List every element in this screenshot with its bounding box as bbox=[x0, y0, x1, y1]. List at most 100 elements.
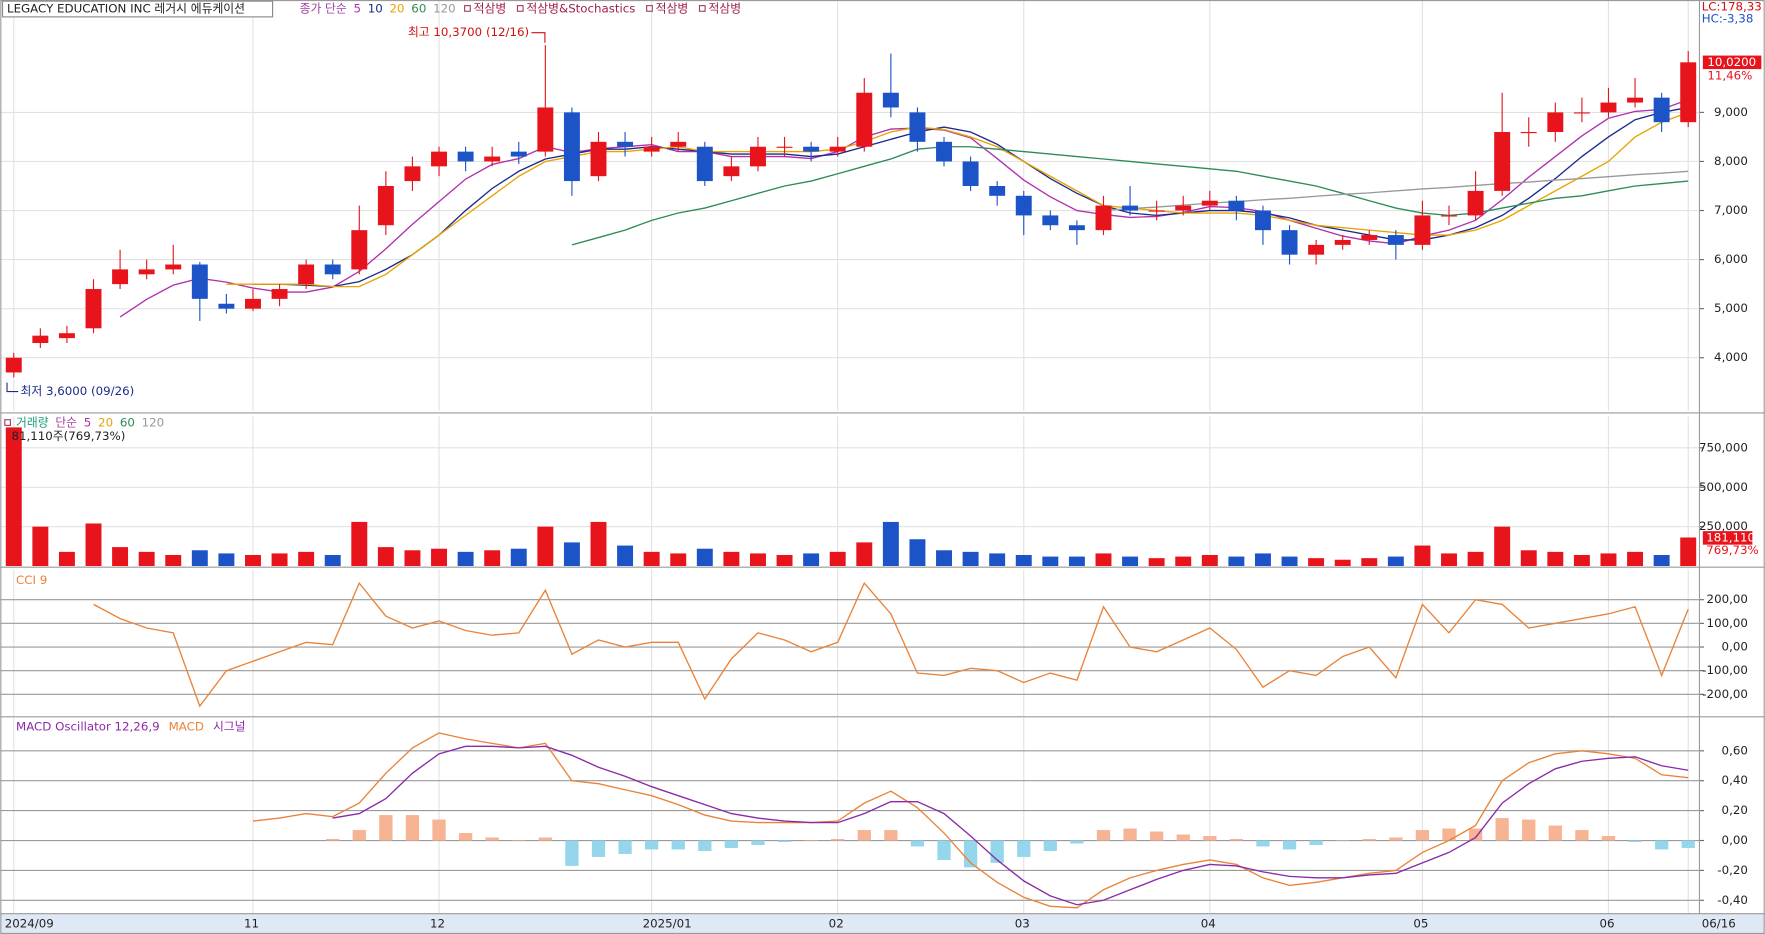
y-tick-label: 6,000 bbox=[1714, 252, 1748, 266]
candle-body bbox=[749, 146, 766, 167]
legend-item: 시그널 bbox=[213, 719, 246, 733]
y-tick-label: 0,00 bbox=[1722, 833, 1748, 847]
candle-body bbox=[58, 333, 75, 339]
volume-bar bbox=[803, 553, 820, 567]
candle-body bbox=[1680, 62, 1697, 123]
candle-body bbox=[85, 289, 102, 329]
hc-label: HC:-3,38 bbox=[1702, 12, 1754, 26]
volume-bar bbox=[1334, 559, 1351, 567]
chart-title: LEGACY EDUCATION INC 레거시 에듀케이션 bbox=[7, 2, 245, 16]
candle-body bbox=[112, 269, 129, 285]
oscillator-bar bbox=[777, 840, 792, 843]
low-arrow bbox=[6, 382, 19, 393]
volume-bar bbox=[377, 547, 394, 567]
y-tick-label: 0,00 bbox=[1722, 640, 1748, 654]
volume-bar bbox=[457, 551, 474, 567]
oscillator-bar bbox=[1123, 828, 1137, 841]
low-annotation: 최저 3,6000 (09/26) bbox=[21, 384, 135, 398]
legend-item: 5 bbox=[354, 2, 362, 16]
legend-item: 거래량 bbox=[16, 416, 49, 430]
candle-body bbox=[404, 166, 421, 182]
volume-bar bbox=[1228, 556, 1245, 567]
volume-bar bbox=[32, 526, 49, 567]
oscillator-bar bbox=[1309, 840, 1323, 845]
volume-header: 81,110주(769,73%) bbox=[12, 429, 126, 443]
oscillator-bar bbox=[884, 830, 898, 841]
candle-body bbox=[1148, 210, 1165, 212]
oscillator-bar bbox=[1017, 840, 1031, 857]
candle-body bbox=[1653, 97, 1670, 123]
macd-title: MACD Oscillator 12,26,9 bbox=[16, 719, 160, 733]
candle-body bbox=[962, 161, 979, 186]
candle-body bbox=[563, 112, 580, 182]
y-tick-label: 8,000 bbox=[1714, 154, 1748, 168]
volume-bar bbox=[191, 550, 208, 567]
candle-body bbox=[1627, 97, 1644, 103]
oscillator-bar bbox=[1468, 828, 1483, 841]
volume-change-label: 769,73% bbox=[1706, 543, 1759, 557]
oscillator-bar bbox=[1362, 839, 1376, 841]
volume-bar bbox=[882, 521, 899, 567]
x-tick-label: 06 bbox=[1599, 916, 1614, 930]
volume-bar bbox=[1361, 558, 1378, 567]
oscillator-bar bbox=[751, 840, 765, 845]
candle-body bbox=[32, 335, 49, 344]
volume-bar bbox=[271, 553, 288, 567]
oscillator-bar bbox=[458, 833, 473, 841]
candle-body bbox=[298, 264, 315, 285]
x-tick-label: 02 bbox=[829, 916, 844, 930]
x-axis-band bbox=[0, 913, 1765, 934]
volume-bar bbox=[1467, 551, 1484, 567]
volume-bar bbox=[1573, 554, 1590, 567]
oscillator-bar bbox=[591, 840, 606, 857]
candle-body bbox=[191, 264, 208, 299]
oscillator-bar bbox=[1415, 830, 1430, 841]
legend-item: 20 bbox=[98, 416, 113, 430]
candle-body bbox=[1175, 205, 1192, 211]
volume-bar bbox=[537, 526, 554, 567]
candle-body bbox=[936, 141, 952, 162]
y-tick-label: -200,00 bbox=[1702, 687, 1748, 701]
y-tick-label: -0,20 bbox=[1717, 863, 1748, 877]
x-tick-label: 05 bbox=[1413, 916, 1428, 930]
x-tick-label: 2025/01 bbox=[643, 916, 692, 930]
oscillator-bar bbox=[671, 840, 685, 850]
volume-bar bbox=[1015, 554, 1032, 567]
candle-body bbox=[1600, 102, 1617, 113]
oscillator-bar bbox=[724, 840, 739, 848]
high-annotation: 최고 10,3700 (12/16) bbox=[408, 25, 529, 39]
legend-item: 120 bbox=[142, 416, 165, 430]
oscillator-bar bbox=[1522, 819, 1536, 841]
candle-body bbox=[1414, 215, 1431, 245]
y-tick-label: 250,000 bbox=[1699, 519, 1748, 533]
volume-bar bbox=[696, 548, 713, 567]
oscillator-bar bbox=[831, 839, 845, 841]
volume-bar bbox=[58, 551, 75, 567]
volume-bar bbox=[112, 547, 129, 567]
oscillator-bar bbox=[1043, 840, 1057, 851]
y-tick-label: 0,60 bbox=[1722, 743, 1748, 757]
last-price-box bbox=[1702, 55, 1762, 70]
ma-line bbox=[226, 111, 1689, 288]
candle-body bbox=[1122, 205, 1139, 211]
volume-bar bbox=[1148, 558, 1165, 567]
volume-bar bbox=[324, 554, 341, 567]
volume-bar bbox=[1627, 551, 1644, 567]
oscillator-bar bbox=[1628, 840, 1642, 843]
title-box bbox=[1, 0, 274, 18]
oscillator-bar bbox=[618, 840, 632, 854]
volume-bar bbox=[643, 551, 660, 567]
volume-bar bbox=[1042, 556, 1059, 567]
candle-body bbox=[484, 156, 501, 162]
last-volume-label: 181,110 bbox=[1706, 530, 1755, 544]
oscillator-bar bbox=[1070, 840, 1084, 844]
candle-body bbox=[1441, 215, 1457, 217]
candle-body bbox=[882, 92, 899, 108]
candle-body bbox=[989, 185, 1006, 196]
last-volume-box bbox=[1702, 531, 1753, 545]
oscillator-bar bbox=[937, 840, 951, 860]
volume-bar bbox=[1122, 556, 1139, 567]
candle-body bbox=[138, 269, 155, 275]
candle-body bbox=[1254, 210, 1271, 231]
